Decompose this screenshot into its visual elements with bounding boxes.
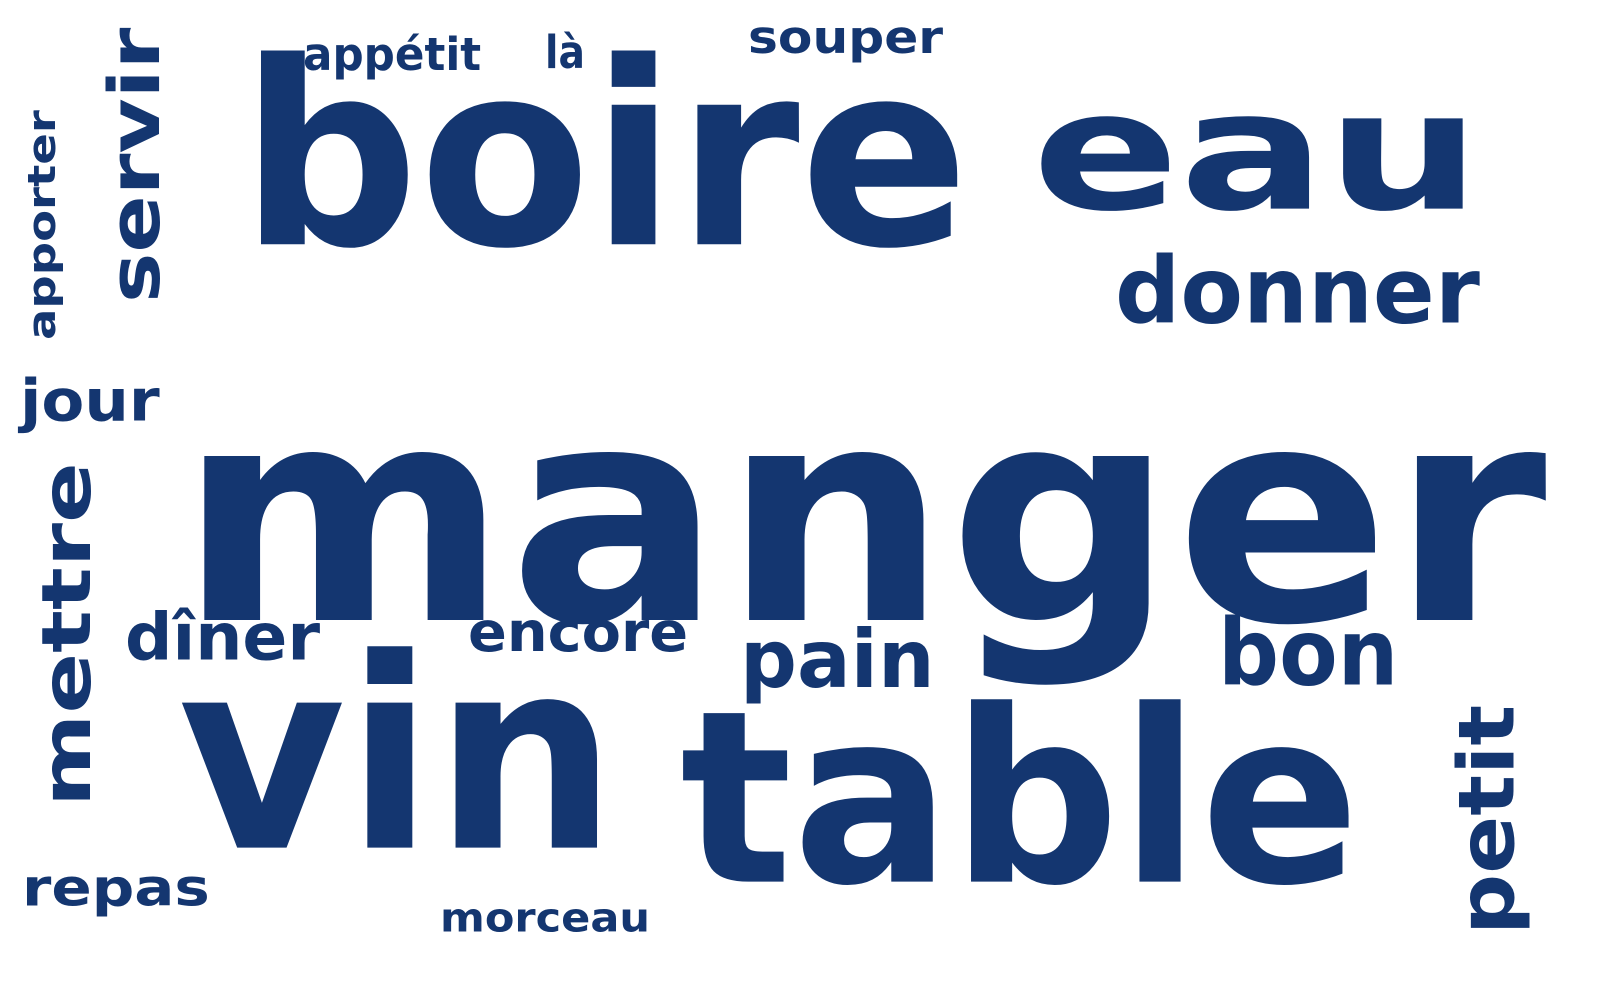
word-encore: encore: [468, 600, 689, 665]
word-manger: manger: [178, 341, 1547, 692]
word-pain: pain: [740, 612, 935, 707]
word-table: table: [680, 658, 1360, 940]
word-diner: dîner: [125, 599, 321, 676]
word-servir: servir: [93, 27, 176, 304]
word-donner: donner: [1115, 236, 1480, 345]
word-vin: vin: [178, 601, 618, 912]
word-la: là: [545, 25, 585, 79]
word-apporter: apporter: [19, 110, 65, 340]
word-mettre: mettre: [26, 462, 107, 807]
word-boire: boire: [240, 7, 970, 306]
word-bon: bon: [1218, 598, 1399, 707]
word-appetit: appétit: [303, 27, 482, 81]
word-petit: petit: [1440, 704, 1533, 935]
word-morceau: morceau: [440, 894, 650, 942]
word-jour: jour: [20, 366, 160, 435]
word-souper: souper: [748, 10, 944, 64]
word-eau: eau: [1032, 55, 1481, 249]
word-repas: repas: [22, 857, 210, 919]
